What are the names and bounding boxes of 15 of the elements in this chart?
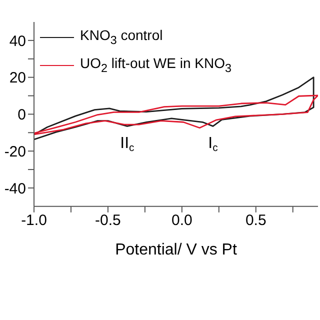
x-axis-title: Potential/ V vs Pt — [115, 241, 238, 258]
x-tick-label: 0.5 — [245, 212, 266, 230]
annotation: I$_{c}$ — [208, 135, 218, 154]
x-tick-label: -0.5 — [95, 212, 121, 230]
y-tick-label: 20 — [9, 70, 26, 87]
x-tick-label: 0.0 — [171, 212, 192, 230]
legend-label: UO$_{2}$ lift-out WE in KNO$_{3}$ — [80, 54, 232, 77]
y-tick-label: 40 — [9, 32, 26, 50]
x-tick-label: -1.0 — [21, 212, 47, 230]
y-tick-label: -40 — [4, 180, 26, 198]
legend-label: KNO$_{3}$ control — [80, 26, 163, 49]
annotation: II$_{c}$ — [120, 135, 134, 154]
line-series — [34, 94, 318, 136]
y-tick-label: 0 — [18, 106, 26, 124]
y-tick-label: -20 — [4, 143, 26, 160]
